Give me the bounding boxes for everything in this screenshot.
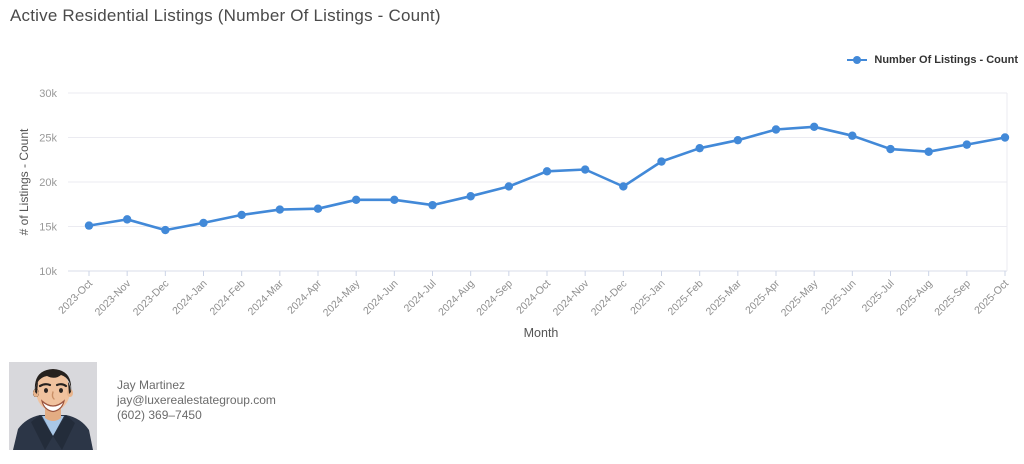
x-tick-label: 2024-Nov — [551, 277, 592, 318]
legend-label: Number Of Listings - Count — [874, 54, 1018, 66]
y-tick-label: 10k — [39, 266, 57, 278]
contact-phone: (602) 369–7450 — [117, 408, 202, 422]
line-chart: 10k15k20k25k30k2023-Oct2023-Nov2023-Dec2… — [17, 88, 1011, 340]
x-tick-label: 2024-Aug — [436, 278, 477, 319]
y-tick-label: 15k — [39, 222, 57, 234]
data-point[interactable] — [122, 215, 132, 224]
x-tick-label: 2025-Apr — [743, 277, 782, 316]
x-tick-label: 2024-Jul — [402, 278, 439, 315]
data-point[interactable] — [390, 195, 399, 204]
data-point[interactable] — [962, 140, 972, 149]
x-tick-label: 2023-Dec — [131, 278, 172, 319]
x-tick-label: 2024-Mar — [246, 277, 287, 318]
data-point[interactable] — [771, 125, 781, 134]
data-point[interactable] — [580, 165, 590, 174]
y-tick-label: 20k — [39, 177, 57, 189]
data-point[interactable] — [466, 192, 475, 201]
data-point[interactable] — [161, 225, 170, 235]
x-tick-label: 2025-Jun — [819, 278, 859, 318]
x-tick-label: 2024-Feb — [208, 278, 248, 318]
contact-name: Jay Martinez — [117, 378, 186, 392]
series-line — [87, 125, 1007, 232]
x-tick-label: 2024-Dec — [589, 278, 630, 319]
data-point[interactable] — [428, 200, 437, 210]
data-point[interactable] — [351, 195, 361, 204]
x-tick-label: 2025-Feb — [666, 278, 706, 318]
chart-legend[interactable]: Number Of Listings - Count — [846, 54, 1018, 66]
x-tick-label: 2024-Jun — [361, 278, 401, 318]
contact-info: Jay Martinez jay@luxerealestategroup.com… — [117, 362, 276, 423]
y-axis-title: # of Listings - Count — [17, 128, 31, 235]
data-point[interactable] — [733, 135, 743, 145]
data-point[interactable] — [504, 182, 514, 191]
x-tick-label: 2025-Jul — [860, 278, 897, 315]
data-point[interactable] — [848, 131, 857, 140]
contact-email[interactable]: jay@luxerealestategroup.com — [117, 393, 276, 407]
y-tick-label: 25k — [39, 133, 57, 145]
legend-line-dot-icon — [847, 56, 868, 64]
data-point[interactable] — [1000, 133, 1010, 142]
x-tick-label: 2025-May — [779, 277, 821, 319]
x-tick-label: 2025-Mar — [704, 277, 745, 318]
x-tick-label: 2025-Aug — [894, 278, 935, 319]
data-point[interactable] — [199, 218, 208, 228]
x-axis-title: Month — [524, 326, 559, 340]
x-tick-label: 2024-Sep — [474, 278, 515, 319]
data-point[interactable] — [619, 182, 628, 191]
contact-card: Jay Martinez jay@luxerealestategroup.com… — [9, 362, 276, 450]
x-tick-label: 2024-Oct — [514, 278, 553, 317]
x-tick-label: 2025-Jan — [628, 278, 668, 318]
data-point[interactable] — [809, 122, 819, 132]
x-tick-label: 2025-Oct — [972, 278, 1011, 317]
page-title: Active Residential Listings (Number Of L… — [10, 6, 441, 25]
x-tick-label: 2024-Jan — [170, 278, 210, 318]
data-point[interactable] — [695, 143, 704, 153]
x-tick-label: 2023-Nov — [93, 277, 134, 318]
data-point[interactable] — [84, 221, 94, 230]
x-tick-label: 2024-Apr — [285, 277, 324, 316]
data-point[interactable] — [237, 210, 246, 220]
data-point[interactable] — [924, 147, 933, 156]
data-point[interactable] — [886, 144, 895, 154]
x-tick-label: 2025-Sep — [932, 278, 973, 319]
x-tick-label: 2023-Oct — [56, 278, 95, 317]
data-point[interactable] — [542, 167, 552, 176]
data-point[interactable] — [313, 204, 323, 213]
y-tick-label: 30k — [39, 88, 57, 100]
avatar — [9, 362, 97, 450]
x-tick-label: 2024-May — [321, 277, 363, 319]
data-point[interactable] — [275, 205, 285, 214]
data-point[interactable] — [657, 157, 666, 166]
